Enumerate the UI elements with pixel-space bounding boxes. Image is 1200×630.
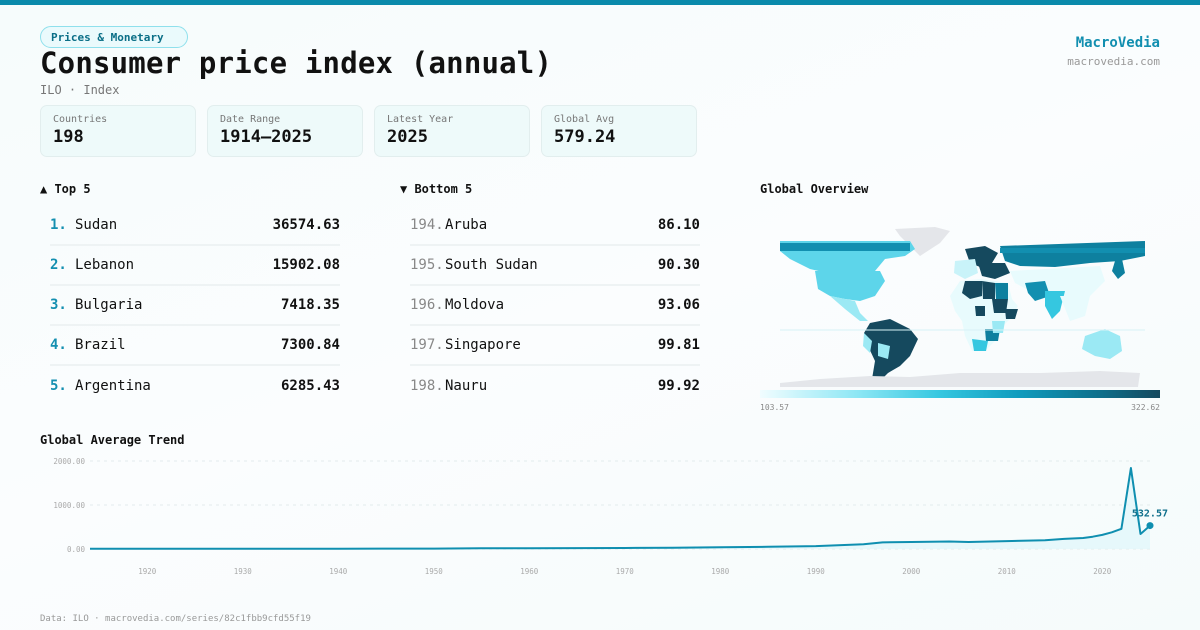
bottom-5-heading: ▼ Bottom 5 <box>400 182 473 196</box>
brand-name[interactable]: MacroVedia <box>1075 35 1160 51</box>
country-name: Brazil <box>75 337 126 353</box>
svg-text:1990: 1990 <box>807 567 826 576</box>
svg-text:2000: 2000 <box>902 567 921 576</box>
world-map-icon <box>780 227 1145 387</box>
country-value: 93.06 <box>657 297 700 313</box>
svg-text:2020: 2020 <box>1093 567 1112 576</box>
country-value: 7300.84 <box>280 337 340 353</box>
country-value: 15902.08 <box>272 257 340 273</box>
list-item[interactable]: 1. Sudan 36574.63 <box>50 206 340 246</box>
country-value: 99.81 <box>657 337 700 353</box>
svg-text:1930: 1930 <box>234 567 253 576</box>
top-5-heading: ▲ Top 5 <box>40 182 91 196</box>
rank-number: 5. <box>50 378 67 394</box>
trend-line-chart[interactable]: 0.00 1000.00 2000.00 1920 1930 1940 1950 1960 19… <box>0 450 1200 585</box>
bottom-5-section: ▼ Bottom 5 194. Aruba 86.10 195. South S… <box>400 182 700 406</box>
rank-number: 2. <box>50 257 67 273</box>
rank-number: 197. <box>410 337 444 353</box>
svg-text:2010: 2010 <box>998 567 1017 576</box>
country-name: Aruba <box>445 217 488 233</box>
top-5-section: ▲ Top 5 1. Sudan 36574.63 2. Lebanon 159… <box>40 182 340 406</box>
page-subtitle: ILO · Index <box>40 83 120 97</box>
svg-text:1920: 1920 <box>138 567 157 576</box>
choropleth-map[interactable] <box>760 201 1160 391</box>
country-name: Nauru <box>445 378 488 394</box>
country-value: 86.10 <box>657 217 700 233</box>
svg-text:1970: 1970 <box>616 567 635 576</box>
stat-value: 198 <box>53 127 84 147</box>
country-value: 6285.43 <box>280 378 340 394</box>
list-item[interactable]: 194. Aruba 86.10 <box>410 206 700 246</box>
stat-card-global-avg: Global Avg 579.24 <box>541 105 697 157</box>
stat-card-latest-year: Latest Year 2025 <box>374 105 530 157</box>
country-value: 36574.63 <box>272 217 340 233</box>
svg-text:1950: 1950 <box>425 567 444 576</box>
bottom-5-list: 194. Aruba 86.10 195. South Sudan 90.30 … <box>400 206 700 406</box>
legend-min-label: 103.57 <box>760 403 789 412</box>
list-item[interactable]: 195. South Sudan 90.30 <box>410 246 700 286</box>
country-name: Lebanon <box>75 257 135 273</box>
top-5-list: 1. Sudan 36574.63 2. Lebanon 15902.08 3.… <box>40 206 340 406</box>
category-badge[interactable]: Prices & Monetary <box>40 26 188 48</box>
map-legend-gradient <box>760 390 1160 398</box>
rank-number: 196. <box>410 297 444 313</box>
svg-text:1940: 1940 <box>329 567 348 576</box>
footer-source: Data: ILO · macrovedia.com/series/82c1fb… <box>40 614 311 624</box>
list-item[interactable]: 5. Argentina 6285.43 <box>50 366 340 406</box>
svg-text:1000.00: 1000.00 <box>53 501 85 510</box>
svg-text:0.00: 0.00 <box>67 545 86 554</box>
global-overview-section: Global Overview <box>760 182 1160 391</box>
page-title: Consumer price index (annual) <box>40 46 553 80</box>
stat-label: Global Avg <box>554 114 615 125</box>
list-item[interactable]: 3. Bulgaria 7418.35 <box>50 286 340 326</box>
svg-text:532.57: 532.57 <box>1132 509 1168 520</box>
map-title: Global Overview <box>760 182 869 196</box>
legend-max-label: 322.62 <box>1131 403 1160 412</box>
stat-value: 2025 <box>387 127 428 147</box>
country-value: 7418.35 <box>280 297 340 313</box>
rank-number: 4. <box>50 337 67 353</box>
rank-number: 195. <box>410 257 444 273</box>
country-name: Bulgaria <box>75 297 143 313</box>
stat-label: Countries <box>53 114 108 125</box>
svg-text:2000.00: 2000.00 <box>53 457 85 466</box>
rank-number: 194. <box>410 217 444 233</box>
rank-number: 198. <box>410 378 444 394</box>
brand: MacroVedia macrovedia.com <box>1067 35 1160 68</box>
stat-card-date-range: Date Range 1914–2025 <box>207 105 363 157</box>
country-name: Argentina <box>75 378 151 394</box>
brand-url[interactable]: macrovedia.com <box>1067 55 1160 68</box>
country-name: South Sudan <box>445 257 538 273</box>
country-name: Singapore <box>445 337 521 353</box>
trend-chart-svg: 0.00 1000.00 2000.00 1920 1930 1940 1950 1960 19… <box>53 457 1168 576</box>
list-item[interactable]: 4. Brazil 7300.84 <box>50 326 340 366</box>
stat-value: 579.24 <box>554 127 616 147</box>
accent-top-bar <box>0 0 1200 5</box>
country-name: Moldova <box>445 297 505 313</box>
list-item[interactable]: 196. Moldova 93.06 <box>410 286 700 326</box>
stat-value: 1914–2025 <box>220 127 313 147</box>
stats-row: Countries 198 Date Range 1914–2025 Lates… <box>40 105 697 157</box>
stat-label: Date Range <box>220 114 281 125</box>
list-item[interactable]: 198. Nauru 99.92 <box>410 366 700 406</box>
list-item[interactable]: 197. Singapore 99.81 <box>410 326 700 366</box>
stat-card-countries: Countries 198 <box>40 105 196 157</box>
rank-number: 3. <box>50 297 67 313</box>
list-item[interactable]: 2. Lebanon 15902.08 <box>50 246 340 286</box>
country-value: 90.30 <box>657 257 700 273</box>
country-name: Sudan <box>75 217 118 233</box>
category-label: Prices & Monetary <box>51 30 164 44</box>
trend-title: Global Average Trend <box>40 433 185 447</box>
svg-text:1980: 1980 <box>711 567 730 576</box>
rank-number: 1. <box>50 217 67 233</box>
stat-label: Latest Year <box>387 114 454 125</box>
svg-text:1960: 1960 <box>520 567 539 576</box>
country-value: 99.92 <box>657 378 700 394</box>
